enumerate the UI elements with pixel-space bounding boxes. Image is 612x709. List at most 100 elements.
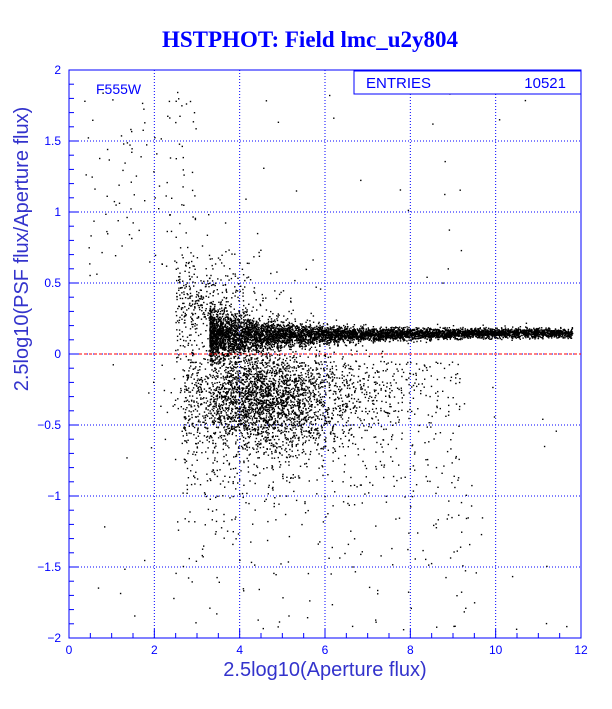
data-point bbox=[455, 329, 457, 332]
data-point bbox=[557, 329, 560, 331]
data-point bbox=[423, 333, 425, 335]
data-point bbox=[210, 322, 213, 325]
data-point bbox=[218, 335, 220, 337]
data-point bbox=[235, 348, 238, 350]
data-point bbox=[280, 333, 283, 335]
data-point bbox=[226, 319, 228, 321]
data-point bbox=[242, 309, 244, 311]
data-point bbox=[255, 349, 258, 351]
data-point bbox=[379, 337, 381, 339]
data-point bbox=[507, 329, 509, 331]
data-point bbox=[428, 329, 431, 331]
data-point bbox=[342, 332, 345, 335]
data-point bbox=[510, 330, 512, 332]
data-point bbox=[522, 329, 525, 331]
data-point bbox=[408, 339, 410, 341]
data-point bbox=[212, 326, 214, 328]
data-point bbox=[387, 337, 389, 339]
data-point bbox=[552, 332, 555, 335]
data-point bbox=[533, 332, 536, 334]
data-point bbox=[428, 337, 430, 339]
data-point bbox=[215, 347, 217, 349]
data-point bbox=[301, 330, 303, 332]
data-point bbox=[238, 312, 240, 314]
data-point bbox=[288, 335, 290, 338]
data-point bbox=[448, 336, 450, 339]
data-point bbox=[358, 338, 360, 341]
data-point bbox=[334, 330, 336, 332]
data-point bbox=[402, 336, 405, 338]
data-point bbox=[298, 332, 300, 334]
data-point bbox=[269, 343, 272, 345]
data-point bbox=[429, 330, 431, 333]
data-point bbox=[369, 338, 371, 340]
data-point bbox=[499, 333, 502, 335]
data-point bbox=[212, 327, 214, 330]
data-point bbox=[481, 329, 483, 331]
data-point bbox=[261, 344, 263, 346]
data-point bbox=[219, 313, 221, 315]
data-point bbox=[461, 332, 464, 334]
data-point bbox=[291, 332, 293, 334]
data-point bbox=[322, 337, 324, 340]
data-point bbox=[285, 344, 287, 346]
data-point bbox=[496, 334, 498, 337]
data-point bbox=[363, 331, 365, 333]
data-point bbox=[216, 357, 218, 359]
data-point bbox=[335, 319, 338, 321]
data-point bbox=[266, 339, 269, 341]
data-point bbox=[217, 313, 219, 316]
data-point bbox=[315, 334, 317, 336]
data-point bbox=[326, 327, 328, 329]
data-point bbox=[260, 336, 262, 338]
data-point bbox=[293, 332, 295, 335]
data-point bbox=[417, 338, 420, 340]
data-point bbox=[243, 330, 245, 333]
data-point bbox=[251, 350, 253, 352]
data-point bbox=[230, 335, 232, 337]
data-point bbox=[487, 335, 489, 338]
data-point bbox=[251, 357, 253, 359]
data-point bbox=[327, 342, 329, 344]
data-point bbox=[278, 346, 280, 349]
data-point bbox=[537, 336, 540, 338]
data-point bbox=[281, 330, 283, 333]
data-point bbox=[507, 337, 509, 339]
data-point bbox=[449, 338, 451, 340]
data-point bbox=[330, 341, 332, 343]
data-point bbox=[521, 329, 523, 332]
data-point bbox=[263, 340, 266, 342]
data-point bbox=[214, 343, 217, 346]
data-point bbox=[459, 327, 462, 329]
data-point bbox=[371, 331, 373, 333]
data-point bbox=[301, 335, 304, 337]
data-point bbox=[274, 321, 276, 323]
data-point bbox=[466, 337, 469, 339]
data-point bbox=[357, 342, 360, 344]
data-point bbox=[407, 342, 409, 345]
data-point bbox=[221, 303, 223, 306]
data-point bbox=[308, 333, 310, 336]
data-point bbox=[240, 351, 242, 354]
data-point bbox=[262, 324, 265, 326]
data-point bbox=[271, 345, 273, 348]
data-point bbox=[294, 342, 296, 345]
data-point bbox=[372, 331, 375, 334]
data-point bbox=[248, 329, 251, 331]
data-point bbox=[281, 327, 283, 329]
data-point bbox=[232, 315, 235, 318]
data-point bbox=[313, 337, 316, 339]
data-point bbox=[439, 330, 441, 332]
data-point bbox=[392, 339, 394, 342]
data-point bbox=[269, 329, 272, 331]
data-point bbox=[274, 332, 276, 334]
data-point bbox=[261, 324, 264, 327]
data-point bbox=[403, 329, 405, 331]
data-point bbox=[233, 319, 235, 322]
data-point bbox=[337, 345, 339, 347]
data-point bbox=[240, 347, 242, 349]
data-point bbox=[272, 324, 275, 326]
data-point bbox=[500, 330, 502, 332]
data-point bbox=[282, 332, 285, 334]
data-point bbox=[218, 325, 220, 327]
